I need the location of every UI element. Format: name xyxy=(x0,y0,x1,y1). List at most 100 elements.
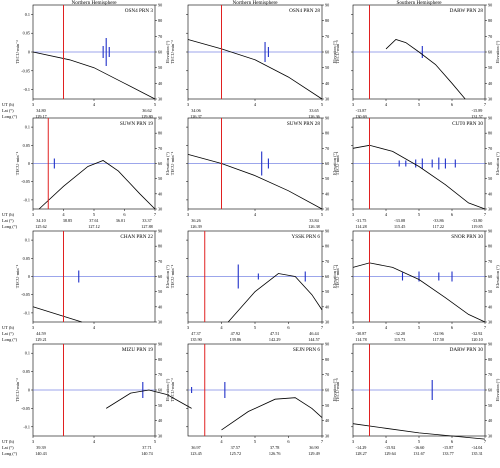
ut-tick-label: 5 xyxy=(321,212,324,217)
lat-value: 39.39 xyxy=(36,445,45,450)
elev-tick-label: 30 xyxy=(158,97,162,102)
elev-tick-label: 70 xyxy=(325,372,329,377)
elev-tick-label: 50 xyxy=(488,65,492,70)
row-label: Long (°) xyxy=(2,114,18,119)
tec-tick-label: 0.05 xyxy=(23,256,30,261)
lat-value: -15.92 xyxy=(385,445,396,450)
ut-tick-label: 6 xyxy=(451,325,454,330)
lat-value: -32.96 xyxy=(433,331,444,336)
elev-axis-label: Elevation (°) xyxy=(332,152,337,175)
elev-tick-label: 70 xyxy=(325,146,329,151)
lat-value: 47.92 xyxy=(231,331,240,336)
tec-axis-label: TECU·min⁻² xyxy=(170,151,175,175)
row-label: Lat (°) xyxy=(2,108,14,113)
lat-value: 37.71 xyxy=(142,445,151,450)
elev-tick-label: 40 xyxy=(488,191,492,196)
lat-value: 36.26 xyxy=(191,218,200,223)
tec-tick-label: 0.1 xyxy=(25,125,30,130)
elev-tick-label: 50 xyxy=(325,176,329,181)
row-label: Lat (°) xyxy=(2,218,14,223)
station-label: SNOR PRN 30 xyxy=(451,234,483,240)
ut-tick-label: 7 xyxy=(484,102,487,107)
long-value: 129.64 xyxy=(384,451,396,456)
elev-tick-label: 50 xyxy=(325,289,329,294)
elev-tick-label: 70 xyxy=(158,34,162,39)
elev-tick-label: 90 xyxy=(158,116,162,121)
lat-value: 36.62 xyxy=(142,108,151,113)
elev-tick-label: 60 xyxy=(488,274,492,279)
ut-tick-label: 3 xyxy=(187,325,190,330)
station-label: MIZU PRN 19 xyxy=(122,347,154,353)
elev-tick-label: 40 xyxy=(158,304,162,309)
lat-value: 34.10 xyxy=(36,218,45,223)
station-label: SUWN PRN 28 xyxy=(287,121,321,127)
tec-tick-label: -0.1 xyxy=(23,310,30,315)
lat-value: -30.87 xyxy=(356,331,367,336)
ut-tick-label: 7 xyxy=(484,212,487,217)
tec-axis-label: TECU·min⁻² xyxy=(170,378,175,402)
elev-tick-label: 80 xyxy=(488,18,492,23)
elev-tick-label: 60 xyxy=(488,50,492,55)
ut-tick-label: 3 xyxy=(187,102,190,107)
elevation-curve xyxy=(221,397,323,431)
elev-tick-label: 30 xyxy=(488,207,492,212)
ut-tick-label: 4 xyxy=(220,439,223,444)
lat-value: -32.92 xyxy=(472,331,483,336)
long-value: 126.38 xyxy=(308,224,320,229)
long-value: 125.62 xyxy=(35,224,47,229)
elev-axis-label: Elevation (°) xyxy=(495,152,500,175)
elev-tick-label: 50 xyxy=(325,65,329,70)
station-label: SEJN PRN 6 xyxy=(293,347,321,353)
lat-value: 38.85 xyxy=(63,218,72,223)
tec-tick-label: 0.1 xyxy=(25,238,30,243)
ut-tick-label: 4 xyxy=(93,439,96,444)
tec-axis-label: TECU·min⁻² xyxy=(15,151,20,175)
elev-tick-label: 40 xyxy=(158,418,162,423)
elev-tick-label: 90 xyxy=(158,229,162,234)
elev-tick-label: 80 xyxy=(325,18,329,23)
ut-tick-label: 3 xyxy=(187,212,190,217)
tec-tick-label: 0.05 xyxy=(23,143,30,148)
lat-value: 34.06 xyxy=(191,108,200,113)
long-value: 127.12 xyxy=(88,224,100,229)
lat-value: 37.61 xyxy=(89,218,98,223)
elev-tick-label: 50 xyxy=(488,289,492,294)
long-value: 135.90 xyxy=(190,337,202,342)
tec-tick-label: 0.1 xyxy=(25,12,30,17)
elev-tick-label: 90 xyxy=(488,3,492,8)
elev-tick-label: 30 xyxy=(488,434,492,439)
ut-tick-label: 4 xyxy=(385,439,388,444)
long-value: 142.29 xyxy=(269,337,281,342)
elev-tick-label: 70 xyxy=(158,259,162,264)
tec-axis-label: TECU·min⁻² xyxy=(15,40,20,64)
ut-tick-label: 5 xyxy=(418,102,421,107)
long-value: 140.43 xyxy=(35,451,47,456)
hemisphere-header: Northern Hemisphere xyxy=(71,0,117,6)
ut-tick-label: 5 xyxy=(254,439,257,444)
elev-tick-label: 90 xyxy=(325,342,329,347)
tec-tick-label: 0 xyxy=(28,274,30,279)
elev-tick-label: 40 xyxy=(488,81,492,86)
row-label: UT (h) xyxy=(2,439,15,444)
tec-tick-label: -0.05 xyxy=(21,68,30,73)
ut-tick-label: 5 xyxy=(418,212,421,217)
elev-tick-label: 60 xyxy=(325,161,329,166)
elev-tick-label: 60 xyxy=(488,161,492,166)
lat-value: 33.37 xyxy=(142,218,151,223)
tec-tick-label: -0.1 xyxy=(23,424,30,429)
elev-tick-label: 30 xyxy=(325,97,329,102)
elev-tick-label: 30 xyxy=(158,434,162,439)
ut-tick-label: 5 xyxy=(154,102,157,107)
long-value: 131.57 xyxy=(471,114,483,119)
tec-tick-label: 0.05 xyxy=(23,369,30,374)
elev-tick-label: 40 xyxy=(488,304,492,309)
elev-tick-label: 30 xyxy=(158,320,162,325)
tec-tick-label: 0 xyxy=(28,388,30,393)
long-value: 115.73 xyxy=(394,337,405,342)
row-label: UT (h) xyxy=(2,102,15,107)
ut-tick-label: 4 xyxy=(93,102,96,107)
long-value: 129.17 xyxy=(35,114,47,119)
